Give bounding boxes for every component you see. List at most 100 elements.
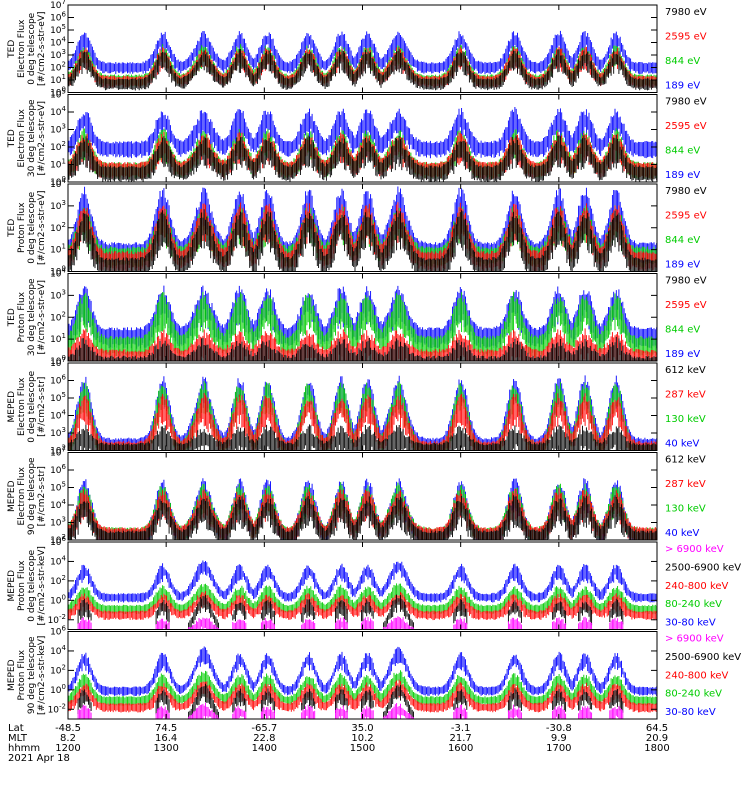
legend-entry: 240-800 keV <box>665 581 729 592</box>
series-7980-ev <box>68 336 658 361</box>
y-tick-label: 103 <box>50 123 66 136</box>
series-trace <box>68 336 658 361</box>
y-axis-label-line: 0 deg telescope <box>27 370 37 442</box>
y-tick-label: 107 <box>50 0 66 11</box>
series-trace <box>68 560 658 603</box>
x-tick-label-hhmm: 1400 <box>252 743 277 754</box>
y-tick-label: 102 <box>50 444 66 457</box>
legend-entry: 30-80 keV <box>665 618 716 629</box>
x-tick-label-hhmm: 1700 <box>546 743 571 754</box>
series-30-80-kev <box>68 560 658 603</box>
x-tick-label-hhmm: 1300 <box>153 743 178 754</box>
series-2500-6900-kev <box>77 594 624 630</box>
y-axis-label-line: Proton Flux <box>17 560 27 611</box>
y-axis-label-line: 90 deg telescope <box>27 636 37 714</box>
y-tick-label: 104 <box>50 644 66 657</box>
legend-entry: 130 keV <box>665 504 706 515</box>
series-trace <box>68 30 658 75</box>
y-tick-label: 106 <box>50 463 66 476</box>
y-tick-label: 103 <box>50 288 66 301</box>
series-trace <box>68 49 658 91</box>
legend-entry: 287 keV <box>665 390 706 401</box>
series-trace <box>77 683 624 719</box>
series-trace <box>68 424 658 451</box>
y-axis-label-line: Proton Flux <box>17 291 27 342</box>
x-tick-label-hhmm: 1500 <box>350 743 375 754</box>
y-tick-label: 104 <box>50 36 66 49</box>
series-trace <box>68 670 658 706</box>
y-tick-label: 102 <box>50 140 66 153</box>
y-tick-label: 100 <box>50 593 66 606</box>
y-tick-label: 104 <box>50 105 66 118</box>
legend-entry: 7980 eV <box>665 7 707 18</box>
y-axis-label-line: Proton Flux <box>17 202 27 253</box>
y-tick-label: 101 <box>50 73 66 86</box>
y-axis-label-line: Proton Flux <box>17 649 27 700</box>
legend-entry: 2595 eV <box>665 300 707 311</box>
y-tick-label: 102 <box>50 574 66 587</box>
x-row-label: hhmm <box>8 743 40 754</box>
series-7980-ev <box>68 209 658 272</box>
y-tick-label: 104 <box>50 498 66 511</box>
y-axis-label-line: Electron Flux <box>17 377 27 436</box>
y-tick-label: 105 <box>50 88 66 101</box>
y-axis-label-line: MEPED <box>7 659 17 691</box>
y-axis-label-line: TED <box>7 129 17 148</box>
series-612-kev <box>68 495 658 540</box>
series-7980-ev <box>68 134 658 182</box>
y-axis-label-line: MEPED <box>7 570 17 602</box>
y-axis-label: MEPEDProton Flux90 deg telescope[#/cm2-s… <box>7 636 47 715</box>
x-tick-label-lat: -3.1 <box>451 723 471 734</box>
y-axis-label-line: [#/cm2-s-str-keV] <box>37 546 47 625</box>
series-189-ev <box>68 30 658 75</box>
y-axis-label-line: Electron Flux <box>17 466 27 525</box>
y-tick-label: 100 <box>50 683 66 696</box>
x-tick-label-mlt: 20.9 <box>646 733 668 744</box>
series-2500-6900-kev <box>77 683 624 719</box>
y-tick-label: 107 <box>50 356 66 369</box>
legend-entry: 189 eV <box>665 81 700 92</box>
legend-entry: 844 eV <box>665 325 700 336</box>
series-trace <box>68 209 658 272</box>
y-tick-label: 103 <box>50 426 66 439</box>
y-axis-label: TEDProton Flux0 deg telescope[#/cm2-s-st… <box>7 190 47 265</box>
series-80-240-kev <box>68 670 658 706</box>
y-axis-label: MEPEDElectron Flux90 deg telescope[#/cm2… <box>7 457 47 535</box>
legend-entry: 189 eV <box>665 260 700 271</box>
y-tick-label: 100 <box>50 354 66 367</box>
x-tick-label-mlt: 16.4 <box>155 733 177 744</box>
legend-entry: 7980 eV <box>665 276 707 287</box>
x-tick-label-mlt: 21.7 <box>450 733 472 744</box>
y-axis-label-line: [#/cm2-s-str] <box>37 377 47 437</box>
y-axis-label-line: [#/cm2-s-str-keV] <box>37 636 47 715</box>
legend-entry: 2595 eV <box>665 32 707 43</box>
y-axis-label-line: [#/cm2-s-str] <box>37 466 47 526</box>
y-axis-label: MEPEDElectron Flux0 deg telescope[#/cm2-… <box>7 370 47 442</box>
y-axis-label-line: TED <box>7 40 17 59</box>
legend-entry: 80-240 keV <box>665 689 722 700</box>
y-axis-label-line: MEPED <box>7 480 17 512</box>
y-tick-label: 102 <box>50 663 66 676</box>
series-trace <box>68 583 658 615</box>
y-tick-label: 106 <box>50 625 66 638</box>
legend-entry: 130 keV <box>665 414 706 425</box>
legend-entry: 612 keV <box>665 455 706 466</box>
legend-entry: 287 keV <box>665 479 706 490</box>
legend-entry: 844 eV <box>665 235 700 246</box>
x-tick-label-lat: 74.5 <box>155 723 177 734</box>
y-tick-label: 106 <box>50 11 66 24</box>
y-tick-label: 105 <box>50 391 66 404</box>
legend-entry: 30-80 keV <box>665 707 716 718</box>
series-30-80-kev <box>68 646 658 696</box>
legend-entry: 40 keV <box>665 439 699 450</box>
y-tick-label: 103 <box>50 516 66 529</box>
x-tick-label-hhmm: 1800 <box>644 743 669 754</box>
series-trace <box>77 594 624 630</box>
y-axis-label-line: 0 deg telescope <box>27 549 37 621</box>
legend-entry: 2500-6900 keV <box>665 652 741 663</box>
